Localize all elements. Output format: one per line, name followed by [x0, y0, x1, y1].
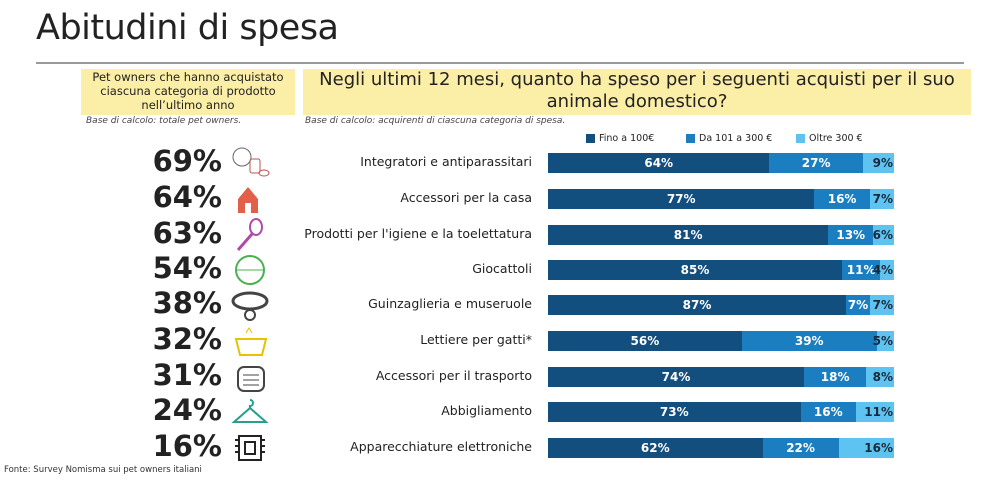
- category-label: Apparecchiature elettroniche: [350, 439, 532, 454]
- legend-swatch: [686, 134, 695, 143]
- right-header: Negli ultimi 12 mesi, quanto ha speso pe…: [303, 69, 971, 115]
- bar-segment: 16%: [838, 438, 894, 458]
- bar-segment: 7%: [846, 295, 870, 315]
- bar-segment: 77%: [548, 189, 815, 209]
- purchased-share: 24%: [152, 393, 222, 427]
- category-label: Lettiere per gatti*: [420, 332, 532, 347]
- collar-icon: [228, 287, 272, 323]
- category-label: Prodotti per l'igiene e la toelettatura: [304, 226, 532, 241]
- source-note: Fonte: Survey Nomisma sui pet owners ita…: [4, 465, 202, 475]
- bar-segment: 56%: [548, 331, 742, 351]
- hanger-icon: [228, 394, 272, 430]
- legend-label: Da 101 a 300 €: [699, 133, 773, 144]
- bar-segment: 85%: [548, 260, 843, 280]
- bar-segment: 13%: [828, 225, 874, 245]
- bar-segment: 16%: [800, 402, 856, 422]
- legend-swatch: [796, 134, 805, 143]
- purchased-share: 38%: [152, 286, 222, 320]
- bar-segment: 64%: [548, 153, 770, 173]
- bar-segment: 7%: [870, 295, 894, 315]
- litter-box-icon: [228, 323, 272, 359]
- legend-item-fino: Fino a 100€: [586, 133, 654, 144]
- bar-segment: 81%: [548, 225, 829, 245]
- legend-swatch: [586, 134, 595, 143]
- bar-segment: 9%: [862, 153, 894, 173]
- left-header: Pet owners che hanno acquistato ciascuna…: [81, 69, 295, 115]
- right-base-note: Base di calcolo: acquirenti di ciascuna …: [305, 116, 566, 126]
- bar-segment: 62%: [548, 438, 763, 458]
- divider: [36, 62, 964, 64]
- purchased-share: 16%: [152, 429, 222, 463]
- bar-segment: 39%: [741, 331, 877, 351]
- legend-label: Fino a 100€: [599, 133, 655, 144]
- legend-label: Oltre 300 €: [809, 133, 863, 144]
- chip-icon: [228, 430, 272, 466]
- category-label: Giocattoli: [472, 261, 532, 276]
- page-title: Abitudini di spesa: [36, 8, 339, 48]
- bar-segment: 11%: [842, 260, 881, 280]
- purchased-share: 64%: [152, 180, 222, 214]
- purchased-share: 69%: [152, 144, 222, 178]
- bar-segment: 27%: [769, 153, 863, 173]
- purchased-share: 32%: [152, 322, 222, 356]
- bar-segment: 8%: [866, 367, 894, 387]
- category-label: Guinzaglieria e museruole: [368, 296, 532, 311]
- carrier-icon: [228, 359, 272, 395]
- bar-segment: 74%: [548, 367, 805, 387]
- bar-segment: 4%: [873, 260, 894, 280]
- supplements-icon: [228, 145, 272, 181]
- legend-item-da: Da 101 a 300 €: [686, 133, 772, 144]
- bar-segment: 5%: [873, 331, 894, 351]
- brush-icon: [228, 217, 272, 253]
- bar-segment: 6%: [873, 225, 894, 245]
- bar-segment: 18%: [804, 367, 867, 387]
- left-base-note: Base di calcolo: totale pet owners.: [86, 116, 242, 126]
- house-icon: [228, 181, 272, 217]
- bar-segment: 87%: [548, 295, 847, 315]
- category-label: Accessori per la casa: [400, 190, 532, 205]
- category-label: Abbigliamento: [441, 403, 532, 418]
- purchased-share: 63%: [152, 216, 222, 250]
- bar-segment: 11%: [855, 402, 894, 422]
- bar-segment: 16%: [814, 189, 870, 209]
- legend-item-oltre: Oltre 300 €: [796, 133, 863, 144]
- category-label: Integratori e antiparassitari: [360, 154, 532, 169]
- purchased-share: 54%: [152, 251, 222, 285]
- bar-segment: 7%: [869, 189, 894, 209]
- ball-icon: [228, 252, 272, 288]
- purchased-share: 31%: [152, 358, 222, 392]
- bar-segment: 22%: [762, 438, 839, 458]
- bar-segment: 73%: [548, 402, 801, 422]
- category-label: Accessori per il trasporto: [375, 368, 532, 383]
